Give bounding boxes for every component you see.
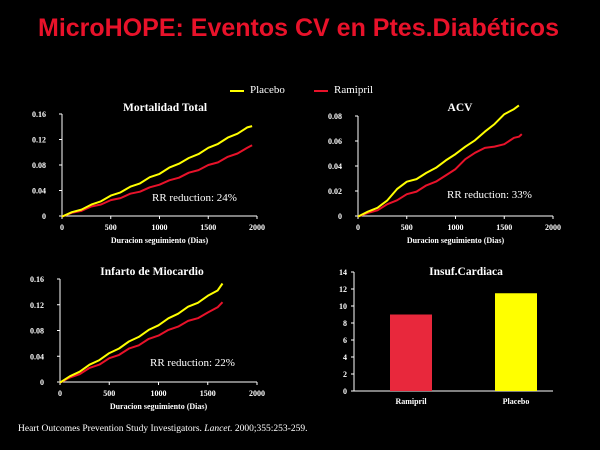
chart-3-title: Infarto de Miocardio (100, 266, 204, 278)
chart-1-y-tick-label: 0.08 (32, 161, 46, 170)
chart-4-y-tick-label: 2 (343, 370, 347, 379)
chart-1-series-placebo (61, 125, 253, 218)
chart-1-y-tick-label: 0.12 (32, 136, 46, 145)
chart-4-y-tick-label: 8 (343, 319, 347, 328)
chart-4-category-label: Placebo (503, 397, 530, 406)
chart-2-y-tick-label: 0.06 (328, 137, 342, 146)
chart-2-series-placebo (357, 104, 520, 218)
chart-1-x-tick-label: 0 (60, 223, 64, 232)
chart-1-title: Mortalidad Total (123, 102, 207, 114)
chart-1-x-tick-label: 2000 (249, 223, 265, 232)
citation-journal: Lancet. (204, 424, 233, 434)
chart-2-y-tick-label: 0.08 (328, 112, 342, 121)
chart-4-bar-placebo (495, 293, 537, 391)
chart-1-y-tick-label: 0 (42, 212, 46, 221)
chart-4-y-tick-label: 10 (339, 302, 347, 311)
chart-4-y-tick-label: 14 (339, 268, 347, 277)
chart-1-x-axis-label: Duracion seguimiento (Dias) (111, 236, 209, 245)
legend-swatch-ramipril (314, 90, 328, 92)
chart-2-x-axis-label: Duracion seguimiento (Dias) (407, 236, 505, 245)
chart-4-bar-chart (351, 271, 553, 392)
chart-2-series-ramipril (357, 133, 523, 218)
chart-3-series-ramipril (59, 301, 224, 384)
chart-2-x-tick-label: 500 (401, 223, 413, 232)
chart-3-x-tick-label: 2000 (249, 389, 265, 398)
chart-2-x-tick-label: 1000 (448, 223, 464, 232)
chart-4-bar-ramipril (390, 314, 432, 391)
chart-4-y-tick-label: 0 (343, 387, 347, 396)
chart-3-y-tick-label: 0.12 (30, 301, 44, 310)
slide-title: MicroHOPE: Eventos CV en Ptes.Diabéticos (38, 14, 559, 42)
chart-2-x-tick-label: 1500 (496, 223, 512, 232)
chart-3-x-axis-label: Duracion seguimiento (Dias) (110, 402, 208, 411)
chart-4-y-tick-label: 12 (339, 285, 347, 294)
chart-2-rr-annotation: RR reduction: 33% (447, 189, 532, 201)
chart-1-y-tick-label: 0.16 (32, 110, 46, 119)
chart-1-x-tick-label: 500 (105, 223, 117, 232)
chart-1-x-tick-label: 1000 (152, 223, 168, 232)
chart-3-x-tick-label: 500 (103, 389, 115, 398)
chart-3-y-tick-label: 0.16 (30, 275, 44, 284)
citation-ref: 2000;355:253-259. (234, 424, 308, 434)
legend-label-placebo: Placebo (250, 84, 285, 96)
chart-2-x-tick-label: 2000 (545, 223, 561, 232)
chart-1-series-ramipril (61, 144, 253, 218)
chart-2-y-tick-label: 0 (338, 212, 342, 221)
chart-4-title: Insuf.Cardiaca (429, 266, 503, 278)
chart-2-y-tick-label: 0.02 (328, 187, 342, 196)
chart-3-y-tick-label: 0 (40, 378, 44, 387)
chart-2-line-chart (355, 104, 554, 219)
citation-authors: Heart Outcomes Prevention Study Investig… (18, 424, 202, 434)
chart-3-x-tick-label: 1000 (151, 389, 167, 398)
chart-1-x-tick-label: 1500 (200, 223, 216, 232)
chart-3-rr-annotation: RR reduction: 22% (150, 357, 235, 369)
chart-3-x-tick-label: 1500 (200, 389, 216, 398)
chart-3-series-placebo (59, 282, 224, 384)
chart-3-y-tick-label: 0.08 (30, 327, 44, 336)
chart-4-category-label: Ramipril (395, 397, 427, 406)
chart-1-y-tick-label: 0.04 (32, 187, 46, 196)
chart-2-y-tick-label: 0.04 (328, 162, 342, 171)
chart-3-y-tick-label: 0.04 (30, 352, 44, 361)
citation: Heart Outcomes Prevention Study Investig… (18, 424, 307, 434)
legend-label-ramipril: Ramipril (334, 84, 374, 96)
chart-4-y-tick-label: 6 (343, 336, 347, 345)
chart-1-line-chart (59, 113, 258, 219)
chart-3-x-tick-label: 0 (58, 389, 62, 398)
chart-4-y-tick-label: 4 (343, 353, 347, 362)
chart-3-line-chart (57, 278, 258, 385)
chart-1-rr-annotation: RR reduction: 24% (152, 192, 237, 204)
chart-2-x-tick-label: 0 (356, 223, 360, 232)
legend-swatch-placebo (230, 90, 244, 92)
chart-2-title: ACV (448, 102, 474, 114)
